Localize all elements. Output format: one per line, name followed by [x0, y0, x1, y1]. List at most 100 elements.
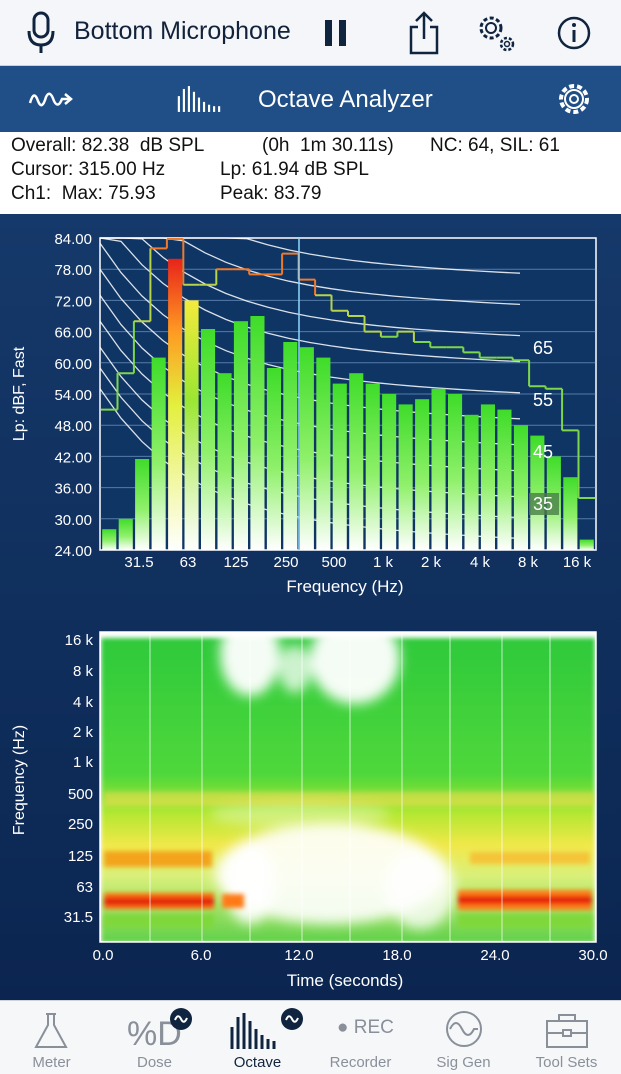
x-tick-label: 30.0	[578, 947, 607, 964]
x-tick-label: 12.0	[284, 947, 313, 964]
spectrogram-x-axis-label: Time (seconds)	[287, 971, 404, 990]
svg-text:45: 45	[533, 442, 553, 462]
octave-bar	[464, 414, 479, 550]
y-tick-label: 8 k	[73, 663, 94, 680]
x-tick-label: 125	[223, 554, 248, 571]
measurement-readout: Overall: 82.38 dB SPL (0h 1m 30.11s) NC:…	[0, 132, 621, 214]
y-tick-label: 72.00	[54, 293, 92, 310]
input-source-title[interactable]: Bottom Microphone	[74, 17, 291, 45]
octave-bar	[233, 321, 248, 550]
spectrogram-chart[interactable]: 16 k 8 k 4 k 2 k 1 k 500 250 125 63 31.5 0.0 6.0 12…	[0, 614, 621, 1004]
tab-meter[interactable]: Meter	[0, 1001, 103, 1074]
octave-bar	[398, 404, 413, 550]
y-tick-label: 500	[68, 786, 93, 803]
octave-bar	[513, 425, 528, 550]
tab-label: Tool Sets	[535, 1054, 598, 1071]
x-tick-label: 18.0	[382, 947, 411, 964]
signal-generator-icon	[446, 1011, 482, 1047]
cursor-level: Lp: 61.94 dB SPL	[220, 159, 369, 180]
octave-bar	[332, 383, 347, 550]
y-tick-label: 16 k	[65, 632, 94, 649]
octave-bar	[480, 404, 495, 550]
y-tick-label: 125	[68, 848, 93, 865]
spectrogram-y-axis-label: Frequency (Hz)	[11, 725, 28, 835]
octave-bar	[151, 357, 166, 550]
x-tick-label: 24.0	[480, 947, 509, 964]
y-tick-label: 48.00	[54, 418, 92, 435]
y-tick-label: 60.00	[54, 356, 92, 373]
app-header: Octave Analyzer	[0, 66, 621, 132]
octave-bar	[448, 394, 463, 550]
x-tick-label: 4 k	[470, 554, 491, 571]
octave-x-axis-label: Frequency (Hz)	[286, 577, 403, 596]
octave-bar	[382, 394, 397, 550]
record-icon-text: REC	[353, 1017, 394, 1038]
octave-spectrum-chart[interactable]: 65 55 45 35 84.00 78.00 72.00 66.00 60.00 54.00 4…	[0, 214, 621, 604]
y-tick-label: 36.00	[54, 481, 92, 498]
octave-bar	[217, 373, 232, 550]
x-tick-label: 31.5	[124, 554, 153, 571]
octave-bar	[299, 347, 314, 550]
x-tick-label: 63	[180, 554, 197, 571]
svg-text:65: 65	[533, 338, 553, 358]
octave-bar	[135, 459, 150, 550]
pause-icon[interactable]	[313, 10, 359, 56]
y-tick-label: 42.00	[54, 449, 92, 466]
tab-sig-gen[interactable]: Sig Gen	[412, 1001, 515, 1074]
nc-curve-label: 65	[533, 338, 553, 358]
dose-icon: %D	[127, 1008, 192, 1051]
top-bar: Bottom Microphone	[0, 0, 621, 66]
tab-dose[interactable]: %D Dose	[103, 1001, 206, 1074]
octave-bar	[563, 477, 578, 550]
octave-y-axis-label: Lp: dBF, Fast	[11, 346, 28, 441]
octave-bar	[349, 373, 364, 550]
octave-bar	[431, 388, 446, 550]
tab-label: Octave	[233, 1054, 282, 1071]
x-tick-label: 8 k	[518, 554, 539, 571]
record-icon: ● REC	[337, 1017, 394, 1038]
flask-icon	[34, 1013, 68, 1048]
y-tick-label: 84.00	[54, 231, 92, 248]
microphone-icon[interactable]	[18, 10, 64, 56]
octave-bar	[168, 258, 183, 550]
svg-text:55: 55	[533, 390, 553, 410]
toolbox-icon	[546, 1014, 588, 1048]
info-icon[interactable]	[551, 10, 597, 56]
tab-label: Dose	[136, 1054, 173, 1071]
tab-bar: Meter %D Dose Octave ● REC Recorder	[0, 1000, 621, 1074]
octave-bar	[184, 300, 199, 550]
y-tick-label: 24.00	[54, 543, 92, 560]
y-tick-label: 2 k	[73, 724, 94, 741]
nc-curve-label: 55	[533, 390, 553, 410]
tab-recorder[interactable]: ● REC Recorder	[309, 1001, 412, 1074]
octave-bar	[579, 539, 594, 550]
tab-tool-sets[interactable]: Tool Sets	[515, 1001, 618, 1074]
nc-curve-label: 45	[533, 442, 553, 462]
octave-bar	[415, 399, 430, 550]
nc-sil-value: NC: 64, SIL: 61	[430, 135, 560, 156]
gear-icon[interactable]	[551, 76, 597, 122]
tab-label: Recorder	[329, 1054, 392, 1071]
charts-panel: 65 55 45 35 84.00 78.00 72.00 66.00 60.00 54.00 4…	[0, 214, 621, 1000]
svg-text:35: 35	[533, 494, 553, 514]
settings-gears-icon[interactable]	[473, 10, 519, 56]
octave-bar	[497, 409, 512, 550]
nc-curve-label: 35	[529, 493, 559, 515]
share-icon[interactable]	[401, 10, 447, 56]
x-tick-label: 1 k	[373, 554, 394, 571]
tab-label: Sig Gen	[436, 1054, 491, 1071]
y-tick-label: 78.00	[54, 262, 92, 279]
y-tick-label: 250	[68, 816, 93, 833]
tab-octave[interactable]: Octave	[206, 1001, 309, 1074]
x-tick-label: 16 k	[563, 554, 592, 571]
octave-bars-icon	[176, 76, 222, 122]
overall-level: Overall: 82.38 dB SPL	[11, 135, 205, 156]
x-tick-label: 6.0	[191, 947, 212, 964]
octave-bar	[266, 368, 281, 550]
octave-bar	[316, 357, 331, 550]
octave-bar	[365, 383, 380, 550]
y-tick-label: 1 k	[73, 754, 94, 771]
waveform-icon[interactable]	[28, 76, 74, 122]
octave-bar	[250, 316, 265, 550]
y-tick-label: 66.00	[54, 325, 92, 342]
